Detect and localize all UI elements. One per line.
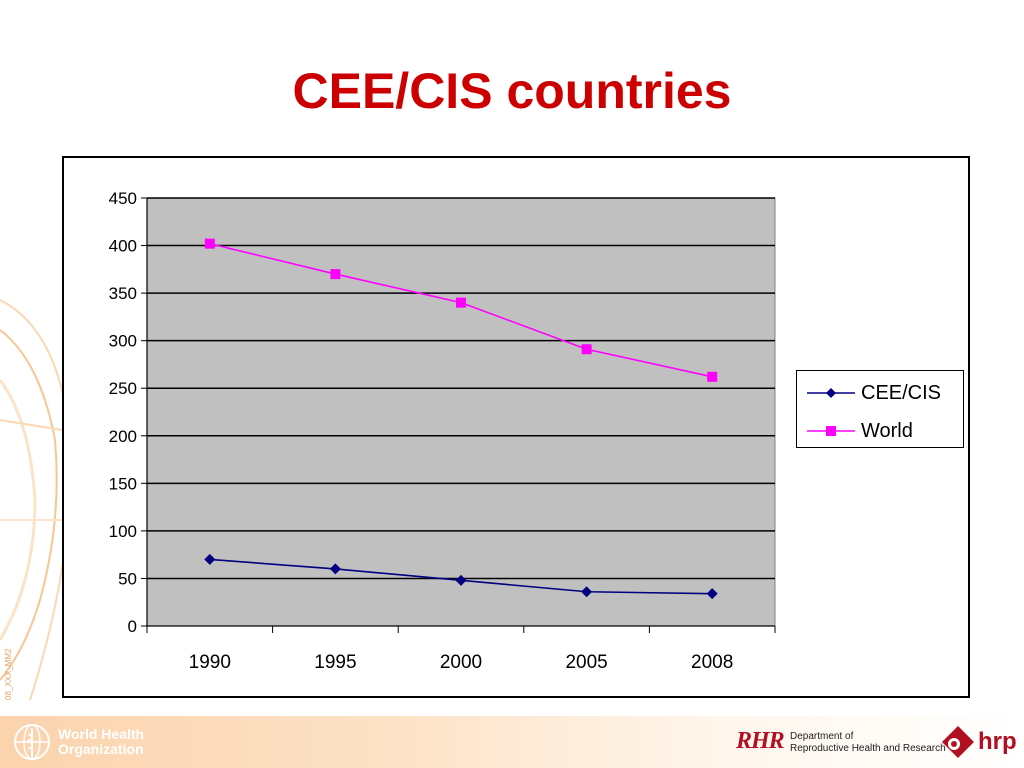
department-line-2: Reproductive Health and Research [790, 743, 946, 754]
who-wordmark: World Health Organization [58, 727, 144, 757]
footer-bar [0, 716, 1024, 768]
data-point-diamond [706, 588, 718, 600]
y-tick-label: 350 [109, 284, 137, 303]
y-tick-label: 300 [109, 332, 137, 351]
y-tick-label: 200 [109, 427, 137, 446]
x-tick-label: 1990 [189, 652, 231, 673]
data-point-square [456, 297, 466, 308]
x-tick-label: 1995 [314, 652, 356, 673]
data-point-square [581, 344, 592, 355]
y-tick-label: 450 [109, 189, 137, 208]
department-line-1: Department of [790, 731, 854, 742]
line-chart: 0 50 100 150 200 250 300 350 400 450 1990 1995 2000 2… [109, 189, 776, 673]
data-point-diamond [581, 586, 593, 598]
legend-label-world: World [861, 419, 913, 442]
data-point-square [707, 371, 718, 382]
who-line-2: Organization [58, 741, 144, 757]
data-point-diamond [329, 563, 341, 575]
legend-item-world: World [807, 419, 913, 443]
chart-legend: CEE/CIS World [796, 370, 964, 448]
department-text: Department of Reproductive Health and Re… [790, 731, 946, 755]
x-tick-label: 2005 [565, 652, 607, 673]
chart-frame: 0 50 100 150 200 250 300 350 400 450 1990 1995 2000 2… [62, 156, 970, 698]
data-point-diamond [204, 553, 216, 565]
y-tick-label: 100 [109, 522, 137, 541]
y-tick-label: 400 [109, 237, 137, 256]
data-point-square [330, 269, 341, 280]
y-tick-label: 0 [128, 617, 137, 636]
x-tick-label: 2000 [440, 652, 482, 673]
y-tick-label: 150 [109, 474, 137, 493]
y-tick-label: 50 [118, 569, 137, 588]
legend-item-cee-cis: CEE/CIS [807, 381, 941, 405]
slide-title: CEE/CIS countries [292, 63, 732, 119]
hrp-logo-text: hrp [978, 728, 1017, 755]
data-point-diamond [455, 574, 467, 586]
legend-label-cee-cis: CEE/CIS [861, 381, 942, 404]
x-tick-label: 2008 [691, 652, 733, 673]
rhr-logo: RHR [736, 728, 785, 754]
hrp-emblem-icon [942, 726, 974, 758]
data-point-square [204, 238, 215, 249]
who-line-1: World Health [58, 726, 145, 742]
slide-code: 08_XXX_MM2 [4, 648, 13, 700]
legend-swatch-cee-cis [807, 388, 855, 398]
y-tick-label: 250 [109, 379, 137, 398]
legend-swatch-world [807, 426, 855, 436]
who-emblem-icon [14, 724, 50, 760]
